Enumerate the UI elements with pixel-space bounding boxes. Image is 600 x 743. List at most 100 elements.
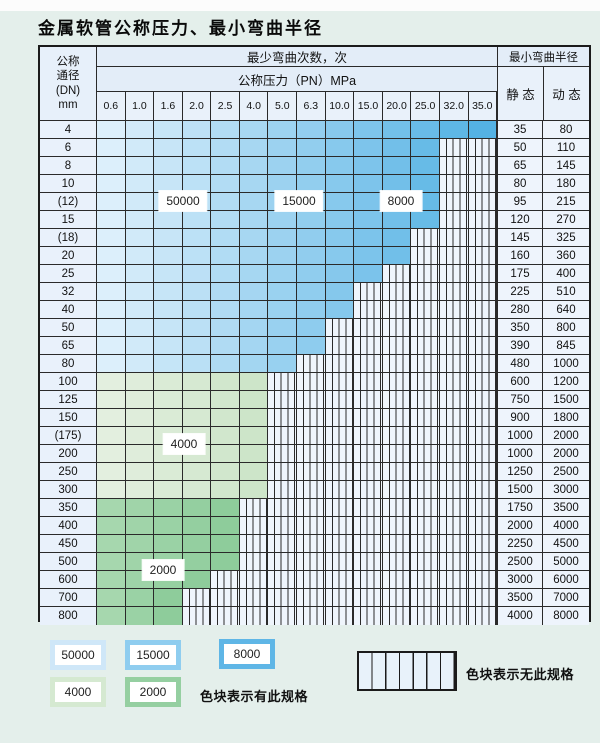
spec-cell [154,535,183,552]
dn-cell: 25 [40,265,97,282]
spec-cell [182,553,212,570]
pressure-cells [97,283,498,300]
no-spec-cell [354,337,383,354]
spec-cell [382,229,412,246]
no-spec-cell [297,499,326,516]
pressure-cells [97,589,498,606]
no-spec-cell [439,607,469,625]
static-value: 900 [497,409,543,426]
dn-cell: 15 [40,211,97,228]
spec-cell [325,211,355,228]
spec-cell [125,175,155,192]
no-spec-cell [268,445,298,462]
spec-cell [382,121,412,138]
spec-cell [239,247,269,264]
no-spec-cell [354,535,383,552]
spec-cell [297,157,326,174]
cycles-header: 最少弯曲次数，次 [97,47,497,67]
pressure-tick: 2.5 [211,92,240,120]
no-spec-cell [468,589,498,606]
spec-cell [297,283,326,300]
dn-cell: 65 [40,337,97,354]
dynamic-value: 400 [543,265,589,282]
no-spec-cell [439,409,469,426]
no-spec-cell [297,553,326,570]
pressure-cells [97,391,498,408]
no-spec-cell [411,589,440,606]
legend-no-spec-swatch [357,651,457,691]
no-spec-cell [382,553,412,570]
no-spec-cell [411,319,440,336]
table-row: (175) 1000 2000 [40,427,589,445]
static-value: 280 [497,301,543,318]
no-spec-cell [468,445,498,462]
spec-cell [211,463,240,480]
spec-cell [182,463,212,480]
static-value: 1000 [497,445,543,462]
dynamic-value: 2000 [543,427,589,444]
no-spec-cell [239,535,269,552]
table-row: 20 160 360 [40,247,589,265]
no-spec-cell [268,607,298,625]
no-spec-cell [268,517,298,534]
static-value: 1250 [497,463,543,480]
table-row: 8 65 145 [40,157,589,175]
no-spec-cell [411,571,440,588]
no-spec-cell [468,517,498,534]
spec-cell [268,337,298,354]
spec-cell [354,265,383,282]
pressure-tick: 10.0 [326,92,355,120]
table-header: 公称 通径 (DN) mm 最少弯曲次数，次 公称压力（PN）MPa 0.6 1.0 1.… [40,47,589,120]
spec-cell [154,265,183,282]
spec-cell [239,301,269,318]
dynamic-value: 1200 [543,373,589,390]
spec-cell [182,337,212,354]
cycle-count-label: 50000 [159,191,207,211]
no-spec-cell [439,175,469,192]
no-spec-cell [297,373,326,390]
dn-cell: 350 [40,499,97,516]
spec-cell [297,247,326,264]
table-row: 250 1250 2500 [40,463,589,481]
no-spec-cell [411,607,440,625]
pressure-cells [97,517,498,534]
no-spec-cell [354,499,383,516]
no-spec-cell [182,589,212,606]
no-spec-cell [439,157,469,174]
no-spec-cell [354,553,383,570]
spec-cell [125,337,155,354]
no-spec-cell [268,463,298,480]
dn-cell: 40 [40,301,97,318]
spec-cell [211,373,240,390]
spec-cell [154,355,183,372]
pressure-cells [97,139,498,156]
no-spec-cell [268,553,298,570]
no-spec-cell [468,157,498,174]
no-spec-cell [325,373,355,390]
no-spec-cell [439,499,469,516]
no-spec-cell [268,499,298,516]
spec-cell [297,211,326,228]
spec-cell [239,157,269,174]
static-value: 1750 [497,499,543,516]
no-spec-cell [239,517,269,534]
spec-cell [297,229,326,246]
pressure-tick: 25.0 [411,92,440,120]
no-spec-cell [468,535,498,552]
spec-cell [297,175,326,192]
no-spec-cell [411,355,440,372]
no-spec-cell [325,589,355,606]
spec-cell [154,175,183,192]
static-value: 3500 [497,589,543,606]
pressure-cells [97,301,498,318]
spec-cell [125,481,155,498]
dn-header-line: (DN) [55,84,81,97]
spec-cell [239,193,269,210]
no-spec-cell [382,499,412,516]
static-value: 2250 [497,535,543,552]
spec-cell [97,409,126,426]
spec-cell [154,517,183,534]
no-spec-cell [411,409,440,426]
no-spec-cell [439,391,469,408]
no-spec-cell [411,463,440,480]
